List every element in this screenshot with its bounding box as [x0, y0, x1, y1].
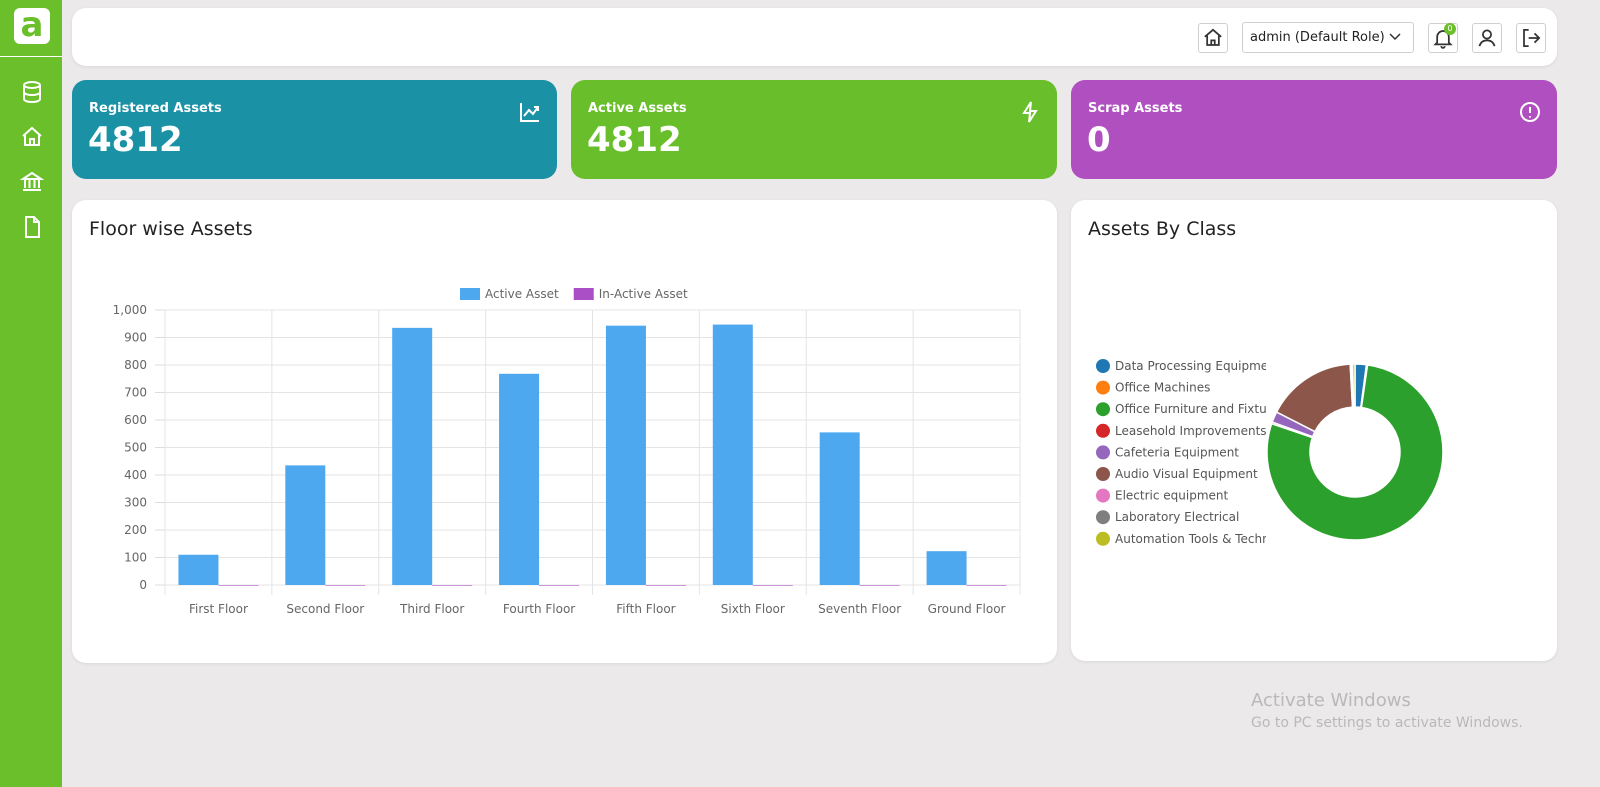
bar-panel: Floor wise Assets [72, 200, 1057, 663]
separator [0, 56, 62, 57]
bar [325, 585, 366, 586]
bar [432, 585, 473, 586]
legend-label: Office Furniture and Fixture [1115, 402, 1279, 416]
legend-label: Leasehold Improvements [1115, 424, 1267, 438]
bar [819, 432, 860, 585]
logout-icon [1523, 28, 1541, 48]
bar [285, 465, 326, 585]
x-tick-label: Fifth Floor [616, 602, 675, 616]
bar [499, 373, 540, 585]
panel-title: Floor wise Assets [89, 218, 253, 240]
doughnut-slice [1266, 364, 1444, 541]
database-icon[interactable] [20, 80, 44, 104]
role-text: admin (Default Role) [1250, 30, 1385, 45]
legend-swatch [1096, 531, 1110, 546]
legend-swatch [573, 288, 594, 300]
chart-icon [520, 103, 539, 122]
legend-label: Audio Visual Equipment [1115, 467, 1258, 481]
user-button[interactable] [1472, 23, 1502, 53]
legend-swatch [1096, 359, 1110, 373]
card-title: Scrap Assets [1088, 101, 1183, 116]
x-tick-label: Third Floor [399, 602, 464, 616]
y-tick-label: 900 [124, 331, 147, 345]
alert-icon [1520, 102, 1540, 122]
y-tick-label: 500 [124, 441, 147, 455]
bar [752, 585, 793, 586]
bar [859, 585, 900, 586]
x-tick-label: Second Floor [286, 602, 364, 616]
legend-label: Electric equipment [1115, 489, 1229, 503]
y-tick-label: 0 [139, 578, 147, 592]
bar [539, 585, 580, 586]
x-tick-label: Ground Floor [928, 602, 1006, 616]
card-value: 4812 [88, 120, 183, 160]
notification-button[interactable]: 0 [1428, 23, 1458, 53]
legend-label: Automation Tools & Technica [1115, 532, 1287, 546]
home-icon[interactable] [20, 125, 44, 149]
card-value: 4812 [587, 120, 682, 160]
watermark-title: Activate Windows [1251, 690, 1411, 711]
legend-swatch [460, 288, 480, 300]
notification-badge: 0 [1444, 23, 1456, 35]
x-tick-label: First Floor [189, 602, 248, 616]
bar [645, 585, 686, 586]
x-tick-label: Seventh Floor [818, 602, 901, 616]
stat-card: Scrap Assets 0 [1071, 80, 1557, 179]
logout-button[interactable] [1516, 23, 1546, 53]
legend-swatch [1096, 467, 1110, 481]
home-icon [1204, 28, 1222, 46]
bar [218, 585, 259, 586]
bar [178, 554, 219, 585]
stat-card: Registered Assets 4812 [72, 80, 557, 179]
bar [712, 324, 753, 585]
watermark-subtitle: Go to PC settings to activate Windows. [1251, 715, 1523, 731]
bolt-icon [1022, 101, 1038, 123]
card-value: 0 [1087, 120, 1111, 160]
x-tick-label: Fourth Floor [503, 602, 575, 616]
legend-label: Active Asset [485, 287, 559, 301]
legend-label: Cafeteria Equipment [1115, 445, 1239, 459]
y-tick-label: 100 [124, 551, 147, 565]
top-bar: admin (Default Role) 0 [72, 8, 1557, 66]
chevron [1389, 33, 1401, 41]
card-title: Registered Assets [89, 101, 222, 116]
y-tick-label: 200 [124, 523, 147, 537]
user-icon [1478, 29, 1496, 47]
legend-label: Office Machines [1115, 381, 1210, 395]
home-button[interactable] [1198, 23, 1228, 53]
legend-swatch [1096, 445, 1110, 460]
pie-legend: Data Processing Equipment Office Machines… [1096, 359, 1287, 546]
doughnut-slice [1351, 363, 1356, 408]
sidebar: a [0, 0, 62, 787]
legend-label: In-Active Asset [599, 287, 688, 301]
legend-swatch [1096, 510, 1110, 525]
x-tick-label: Sixth Floor [721, 602, 785, 616]
y-tick-label: 1,000 [113, 303, 147, 317]
card-title: Active Assets [588, 101, 687, 116]
y-tick-label: 700 [124, 386, 147, 400]
bar [926, 551, 967, 585]
stat-card: Active Assets 4812 [571, 80, 1057, 179]
panel-title: Assets By Class [1088, 218, 1237, 240]
legend-swatch [1096, 488, 1110, 503]
legend-swatch [1096, 423, 1110, 438]
legend-swatch [1096, 402, 1110, 417]
role-select[interactable]: admin (Default Role) [1242, 22, 1414, 53]
bank-icon[interactable] [20, 170, 44, 194]
y-tick-label: 600 [124, 413, 147, 427]
legend-swatch [1096, 380, 1110, 395]
bar [392, 327, 433, 585]
logo[interactable]: a [14, 8, 50, 44]
y-tick-label: 400 [124, 468, 147, 482]
file-icon[interactable] [20, 215, 44, 239]
bar [966, 585, 1007, 586]
legend-label: Laboratory Electrical [1115, 510, 1239, 524]
legend-label: Data Processing Equipment [1115, 359, 1281, 373]
y-tick-label: 800 [124, 358, 147, 372]
bar [605, 325, 646, 585]
y-tick-label: 300 [124, 496, 147, 510]
